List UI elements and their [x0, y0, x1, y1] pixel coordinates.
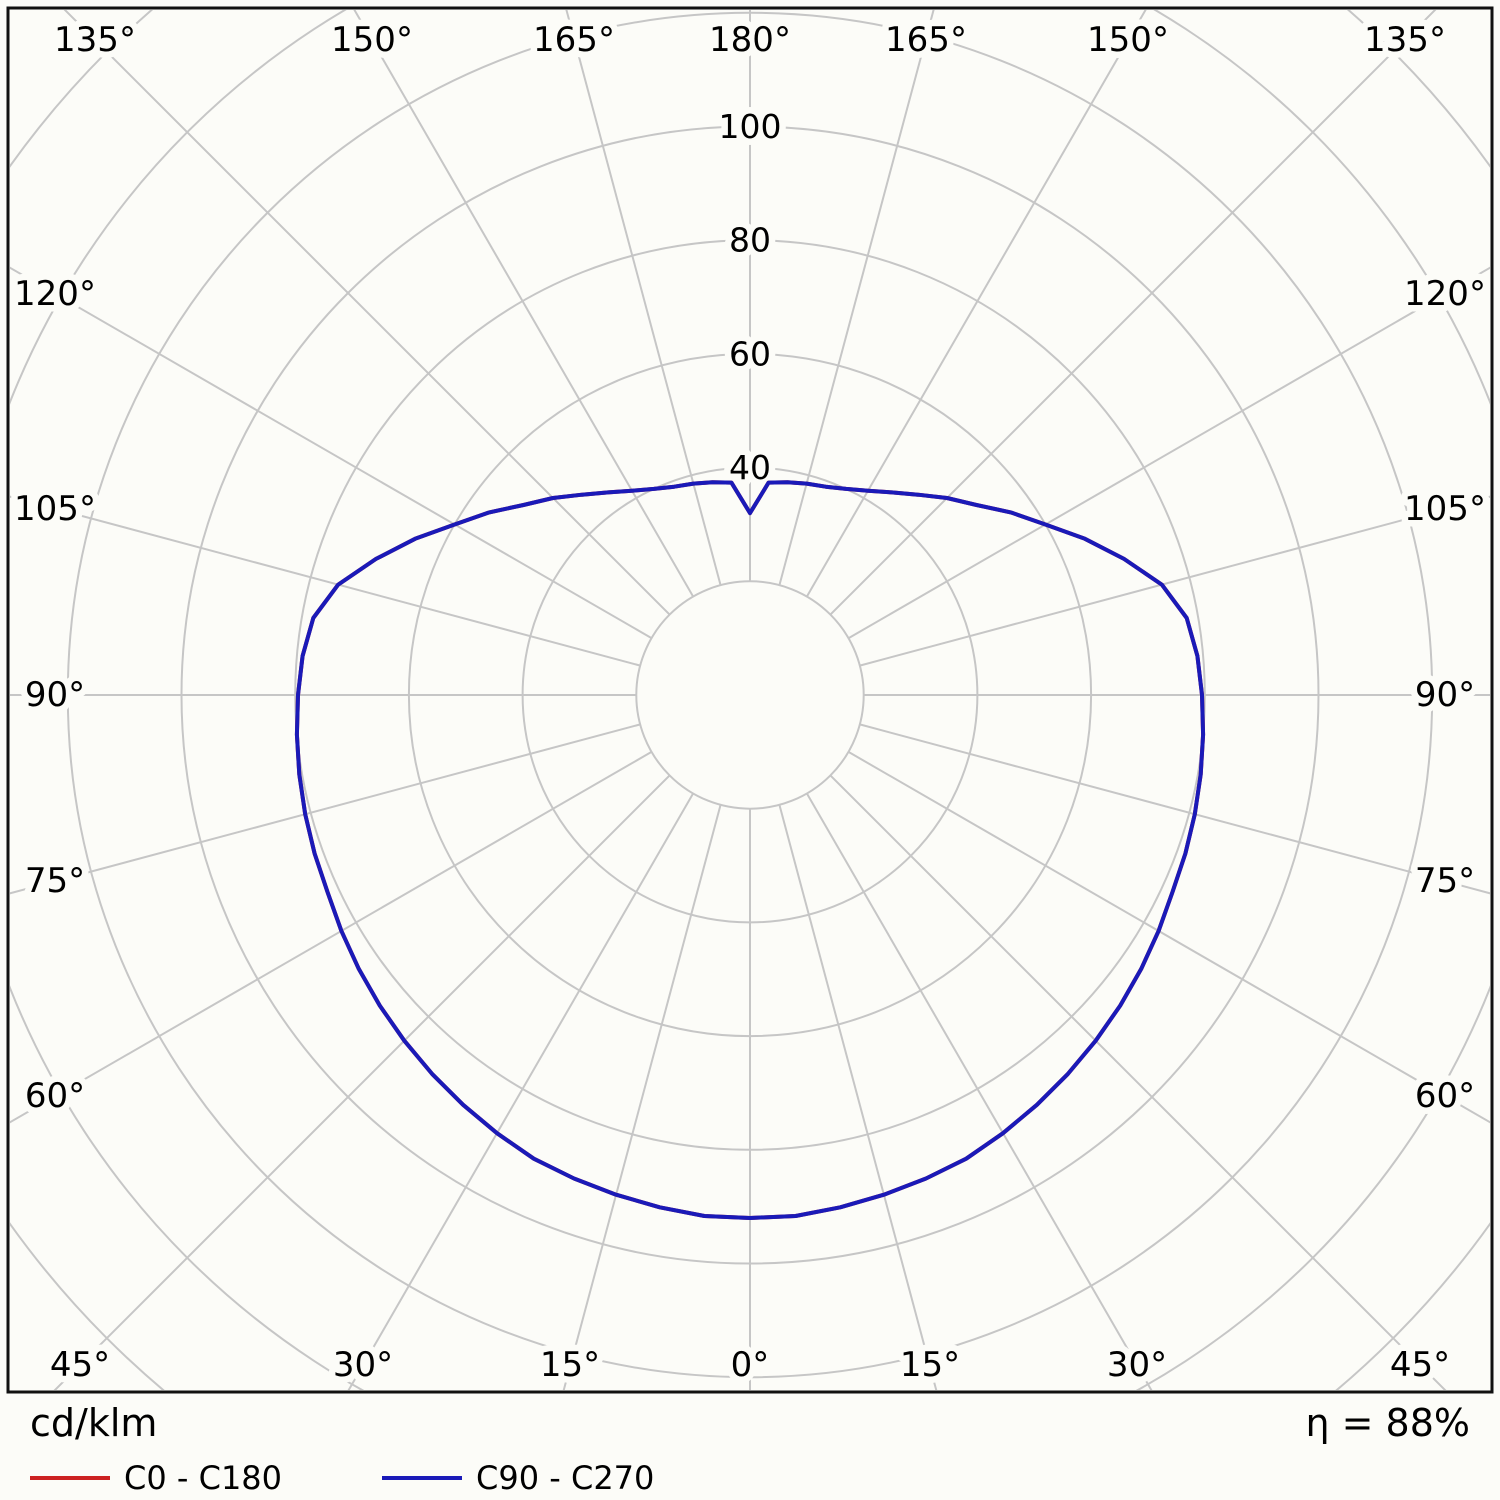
- angle-tick-label-30-left: 30°: [333, 1345, 393, 1385]
- angle-grid-line-105: [859, 495, 1490, 667]
- angle-grid-line-225: [63, 10, 671, 616]
- angle-tick-label-105-left: 105°: [14, 489, 96, 529]
- angle-tick-label-105-right: 105°: [1404, 489, 1486, 529]
- angle-tick-label-135-left: 135°: [54, 20, 136, 60]
- angle-tick-label-75-right: 75°: [1415, 861, 1475, 901]
- footer-top-row: cd/klm η = 88%: [30, 1401, 1470, 1446]
- angle-grid-line-60: [848, 751, 1490, 1124]
- angle-grid-line-330: [347, 793, 694, 1390]
- angle-tick-label-150-left: 150°: [331, 20, 413, 60]
- legend-label-c90-c270: C90 - C270: [476, 1459, 655, 1497]
- angle-tick-label-45-left: 45°: [50, 1345, 110, 1385]
- intensity-curve-c90-c270: [294, 480, 1206, 1220]
- angle-grid-line-75: [859, 723, 1490, 895]
- radial-tick-label-80: 80: [729, 221, 771, 260]
- angle-grid-line-285: [10, 723, 641, 895]
- angle-tick-label-75-left: 75°: [25, 861, 85, 901]
- angle-grid-line-45: [829, 774, 1447, 1390]
- radial-tick-label-40: 40: [729, 448, 771, 487]
- angle-grid-line-135: [829, 10, 1437, 616]
- angle-grid-line-195: [565, 10, 722, 586]
- plot-border: [6, 6, 1494, 1394]
- angle-tick-label-0: 0°: [731, 1345, 770, 1385]
- angle-tick-label-90-left: 90°: [25, 675, 85, 715]
- angle-grid-line-240: [10, 266, 652, 639]
- legend: C0 - C180 C90 - C270: [30, 1462, 1470, 1498]
- angle-grid-line-345: [562, 804, 722, 1390]
- angle-tick-label-15-left: 15°: [540, 1345, 600, 1385]
- units-label: cd/klm: [30, 1401, 158, 1445]
- angle-tick-label-120-left: 120°: [14, 274, 96, 314]
- angle-tick-label-135-right: 135°: [1364, 20, 1446, 60]
- angle-grid-line-15: [778, 804, 938, 1390]
- angle-grid-line-300: [10, 751, 652, 1124]
- angle-grid-line-120: [847, 266, 1490, 640]
- angle-grid-line-30: [806, 793, 1153, 1390]
- tick-labels: 0° 15° 15° 30° 30° 45° 45° 60° 60° 75° 75° 90° 90° 10…: [8, 14, 1493, 1392]
- grid-circle-20: [635, 580, 865, 810]
- angle-tick-label-165-left: 165°: [533, 20, 615, 60]
- angle-tick-label-165-right: 165°: [885, 20, 967, 60]
- angle-tick-label-15-right: 15°: [900, 1345, 960, 1385]
- angle-tick-label-180: 180°: [709, 20, 791, 60]
- intensity-curves: [294, 480, 1206, 1220]
- angle-grid-line-150: [806, 10, 1147, 597]
- chart-footer: cd/klm η = 88% C0 - C180 C90 - C270: [30, 1398, 1470, 1500]
- angle-tick-label-30-right: 30°: [1107, 1345, 1167, 1385]
- radial-tick-label-100: 100: [719, 107, 782, 146]
- efficiency-label: η = 88%: [1305, 1401, 1470, 1445]
- angle-tick-label-150-right: 150°: [1087, 20, 1169, 60]
- angle-tick-label-120-right: 120°: [1404, 274, 1486, 314]
- angle-tick-label-90-right: 90°: [1415, 675, 1475, 715]
- angle-grid-line-315: [53, 774, 671, 1390]
- angle-tick-label-45-right: 45°: [1390, 1345, 1450, 1385]
- angle-tick-label-60-left: 60°: [25, 1076, 85, 1116]
- angle-grid-line-210: [353, 10, 694, 597]
- angle-grid-line-165: [778, 10, 935, 586]
- legend-item-c0-c180: C0 - C180: [30, 1462, 282, 1494]
- legend-label-c0-c180: C0 - C180: [124, 1459, 283, 1497]
- angle-tick-label-60-right: 60°: [1415, 1076, 1475, 1116]
- legend-swatch-c90-c270: [382, 1476, 463, 1480]
- legend-item-c90-c270: C90 - C270: [382, 1462, 654, 1494]
- radial-tick-label-60: 60: [729, 334, 771, 373]
- legend-swatch-c0-c180: [30, 1476, 110, 1480]
- angle-grid-line-255: [10, 495, 641, 667]
